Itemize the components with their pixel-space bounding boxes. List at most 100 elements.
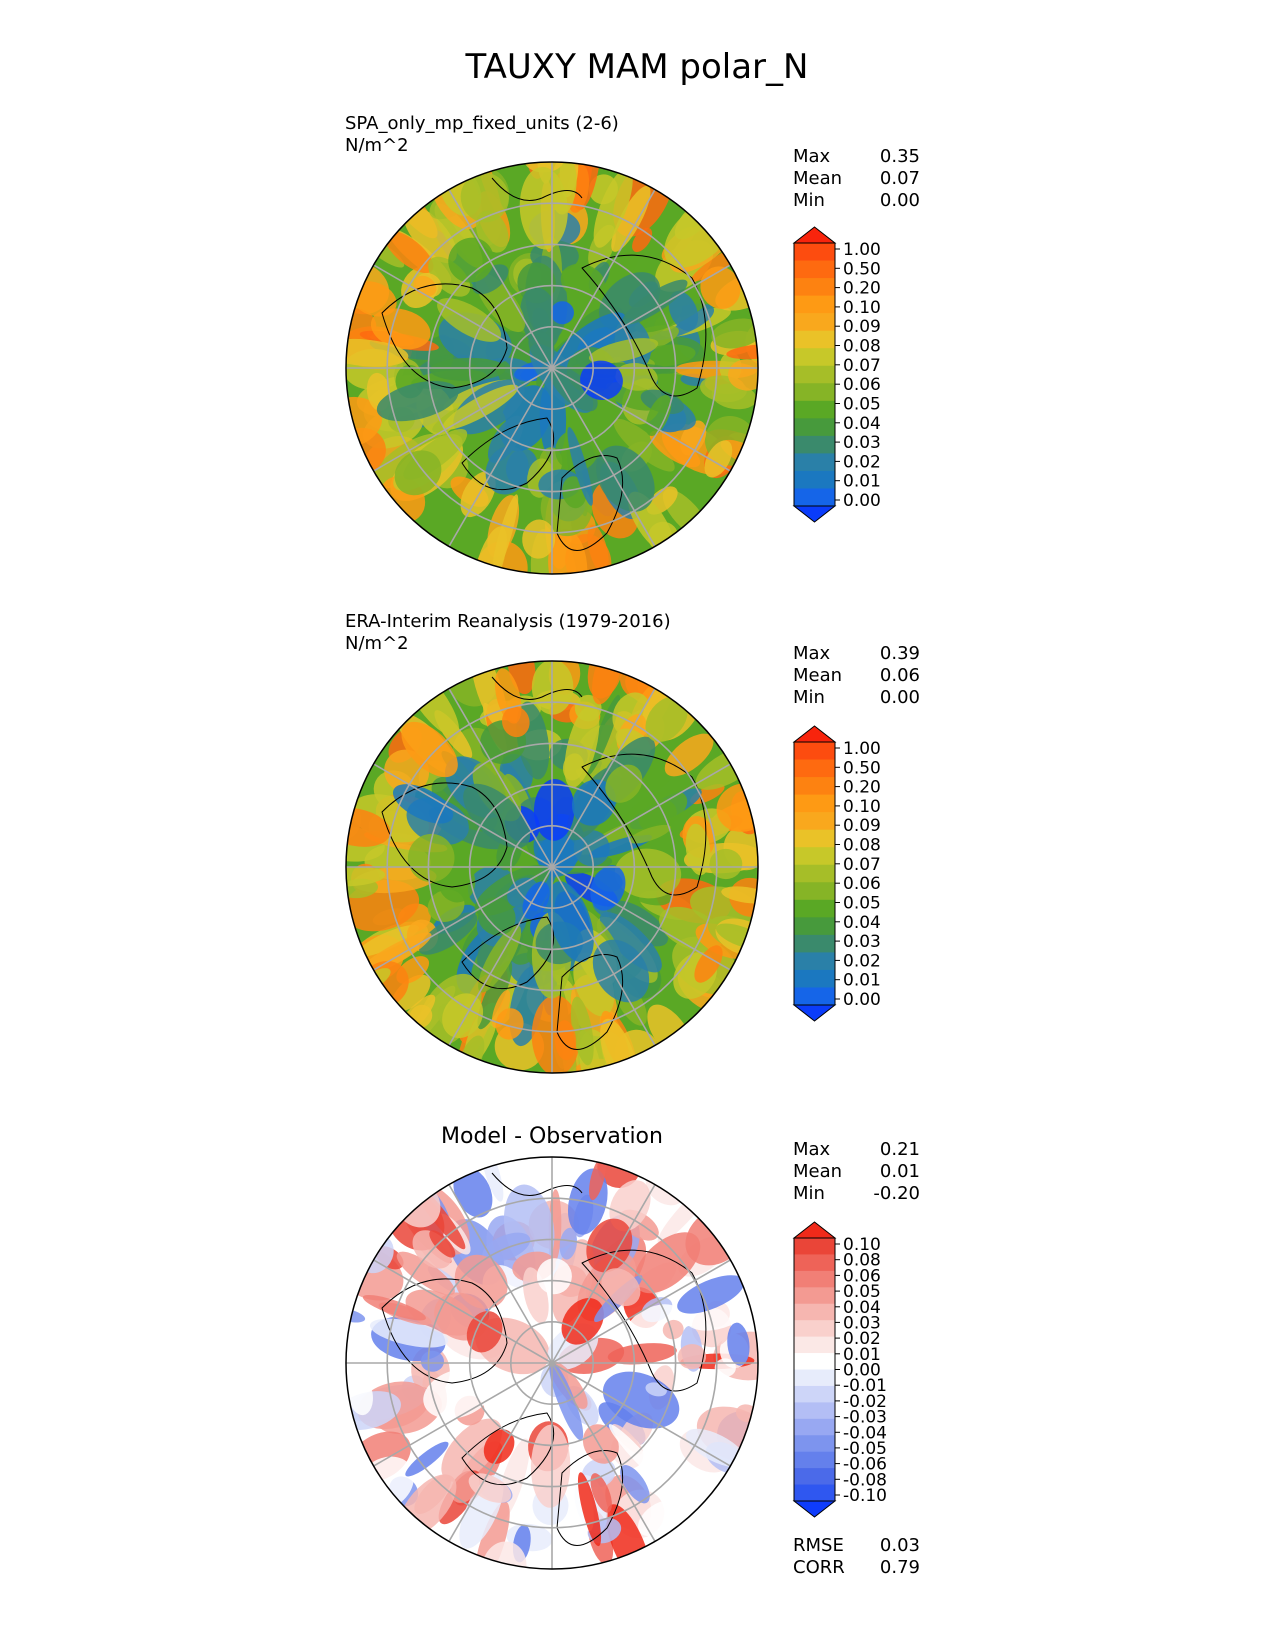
longitude-line (355, 866, 553, 981)
stat-label: Mean (793, 1161, 842, 1182)
colorbar-segment (794, 759, 835, 778)
longitude-line (355, 1362, 553, 1477)
colorbar-segment (794, 882, 835, 901)
map-contour-patch (346, 866, 386, 887)
figure-title: TAUXY MAM polar_N (465, 47, 809, 87)
colorbar-segment (794, 470, 835, 490)
stat-label: Min (793, 1183, 825, 1204)
colorbar-tick-label: 0.08 (843, 836, 881, 856)
coastline (556, 455, 624, 551)
panel-model-units: N/m^2 (345, 135, 409, 156)
colorbar-extend-bottom (792, 505, 837, 523)
colorbar-segment (794, 847, 835, 866)
stat-label: Max (793, 643, 831, 664)
map-contour-patch (477, 960, 513, 1030)
coastline (491, 177, 583, 201)
map-contour-patch (495, 1008, 524, 1040)
map-contour-patch (645, 696, 688, 743)
colorbar-tick-label: -0.10 (843, 1486, 887, 1506)
panel-observation-title: ERA-Interim Reanalysis (1979-2016) (345, 611, 671, 632)
panel-model-title: SPA_only_mp_fixed_units (2-6) (345, 113, 619, 134)
panel-model-map (345, 161, 759, 575)
longitude-line (551, 1362, 749, 1477)
panel-model: SPA_only_mp_fixed_units (2-6) N/m^2 Max … (345, 113, 920, 575)
colorbar-extend-bottom (792, 1004, 837, 1022)
longitude-line (551, 1249, 749, 1364)
map-contour-patch (483, 1429, 515, 1464)
map-border (345, 660, 759, 1074)
map-contour-patch (662, 1319, 684, 1340)
map-contour-patch (611, 185, 651, 252)
map-contour-patch (590, 1473, 612, 1513)
colorbar-segment (794, 899, 835, 918)
map-contour-patch (533, 779, 575, 841)
panel-model-colorbar: 1.000.500.200.100.090.080.070.060.050.04… (792, 226, 881, 523)
map-contour-patch (523, 162, 565, 173)
map-contour-patch (582, 1424, 619, 1464)
map-contour-patch (429, 1230, 456, 1258)
stat-label: Mean (793, 168, 842, 189)
map-contour-patch (561, 1297, 604, 1345)
colorbar-frame (793, 242, 836, 507)
colorbar-tick-label: 0.03 (843, 433, 881, 453)
colorbar-tick-label: 0.00 (843, 1361, 881, 1381)
panel-model-stats: Max 0.35 Mean 0.07 Min 0.00 (793, 146, 920, 211)
colorbar-segment (794, 488, 835, 507)
stat-value: 0.06 (880, 665, 920, 686)
map-contour-patch (649, 430, 701, 468)
colorbar-segment (794, 952, 835, 971)
stat-value: 0.01 (880, 1161, 920, 1182)
longitude-line (438, 866, 553, 1064)
map-contour-patch (607, 1343, 677, 1365)
colorbar-segment (794, 987, 835, 1006)
map-contour-patch (577, 1472, 602, 1547)
map-contour-patch (429, 357, 506, 381)
panel-difference-stats: Max 0.21 Mean 0.01 Min -0.20 (793, 1139, 920, 1204)
map-contour-patch (668, 291, 699, 331)
colorbar-segment (794, 934, 835, 953)
map-contour-patch (599, 911, 662, 973)
colorbar-tick-label: 1.00 (843, 739, 881, 759)
colorbar-tick-label: -0.02 (843, 1392, 887, 1412)
coastline (556, 954, 624, 1050)
map-contour-patch (485, 446, 529, 495)
colorbar-tick-label: 0.50 (843, 259, 881, 279)
colorbar-tick-label: 0.06 (843, 1266, 881, 1286)
coastline (381, 782, 508, 888)
longitude-line (551, 866, 749, 981)
stat-value: 0.07 (880, 168, 920, 189)
colorbar-tick-label: 0.20 (843, 778, 881, 798)
colorbar-tick-label: -0.06 (843, 1455, 887, 1475)
map-field (346, 1157, 758, 1569)
panel-difference: Model - Observation Max 0.21 Mean 0.01 M… (345, 1124, 920, 1578)
map-contour-patch (590, 865, 626, 911)
map-contour-patch (549, 365, 598, 412)
map-contour-patch (728, 359, 758, 391)
colorbar-segment (794, 243, 835, 262)
map-contour-patch (547, 881, 594, 963)
metric-label: RMSE (793, 1535, 844, 1556)
gridlines (346, 661, 758, 1073)
map-contour-patch (537, 834, 578, 877)
colorbar-tick-label: 0.04 (843, 414, 881, 434)
colorbar-segment (794, 313, 835, 332)
panel-difference-map (345, 1156, 759, 1570)
map-contour-patch (460, 471, 496, 518)
map-contour-patch (711, 318, 758, 349)
map-contour-patch (396, 1251, 455, 1296)
map-contour-patch (522, 519, 556, 559)
map-field (346, 661, 758, 1073)
colorbar-extend-top (792, 226, 837, 244)
map-contour-patch (392, 784, 454, 824)
map-contour-patch (394, 450, 442, 496)
colorbar-segment (794, 1402, 835, 1420)
colorbar-tick-label: 0.06 (843, 874, 881, 894)
colorbar-segment (794, 1369, 835, 1387)
longitude-line (355, 1249, 553, 1364)
longitude-line (551, 171, 666, 369)
stat-label: Min (793, 190, 825, 211)
map-border (345, 1156, 759, 1570)
colorbar-segment (794, 260, 835, 279)
map-contour-patch (608, 1424, 666, 1485)
map-contour-patch (727, 1322, 750, 1366)
